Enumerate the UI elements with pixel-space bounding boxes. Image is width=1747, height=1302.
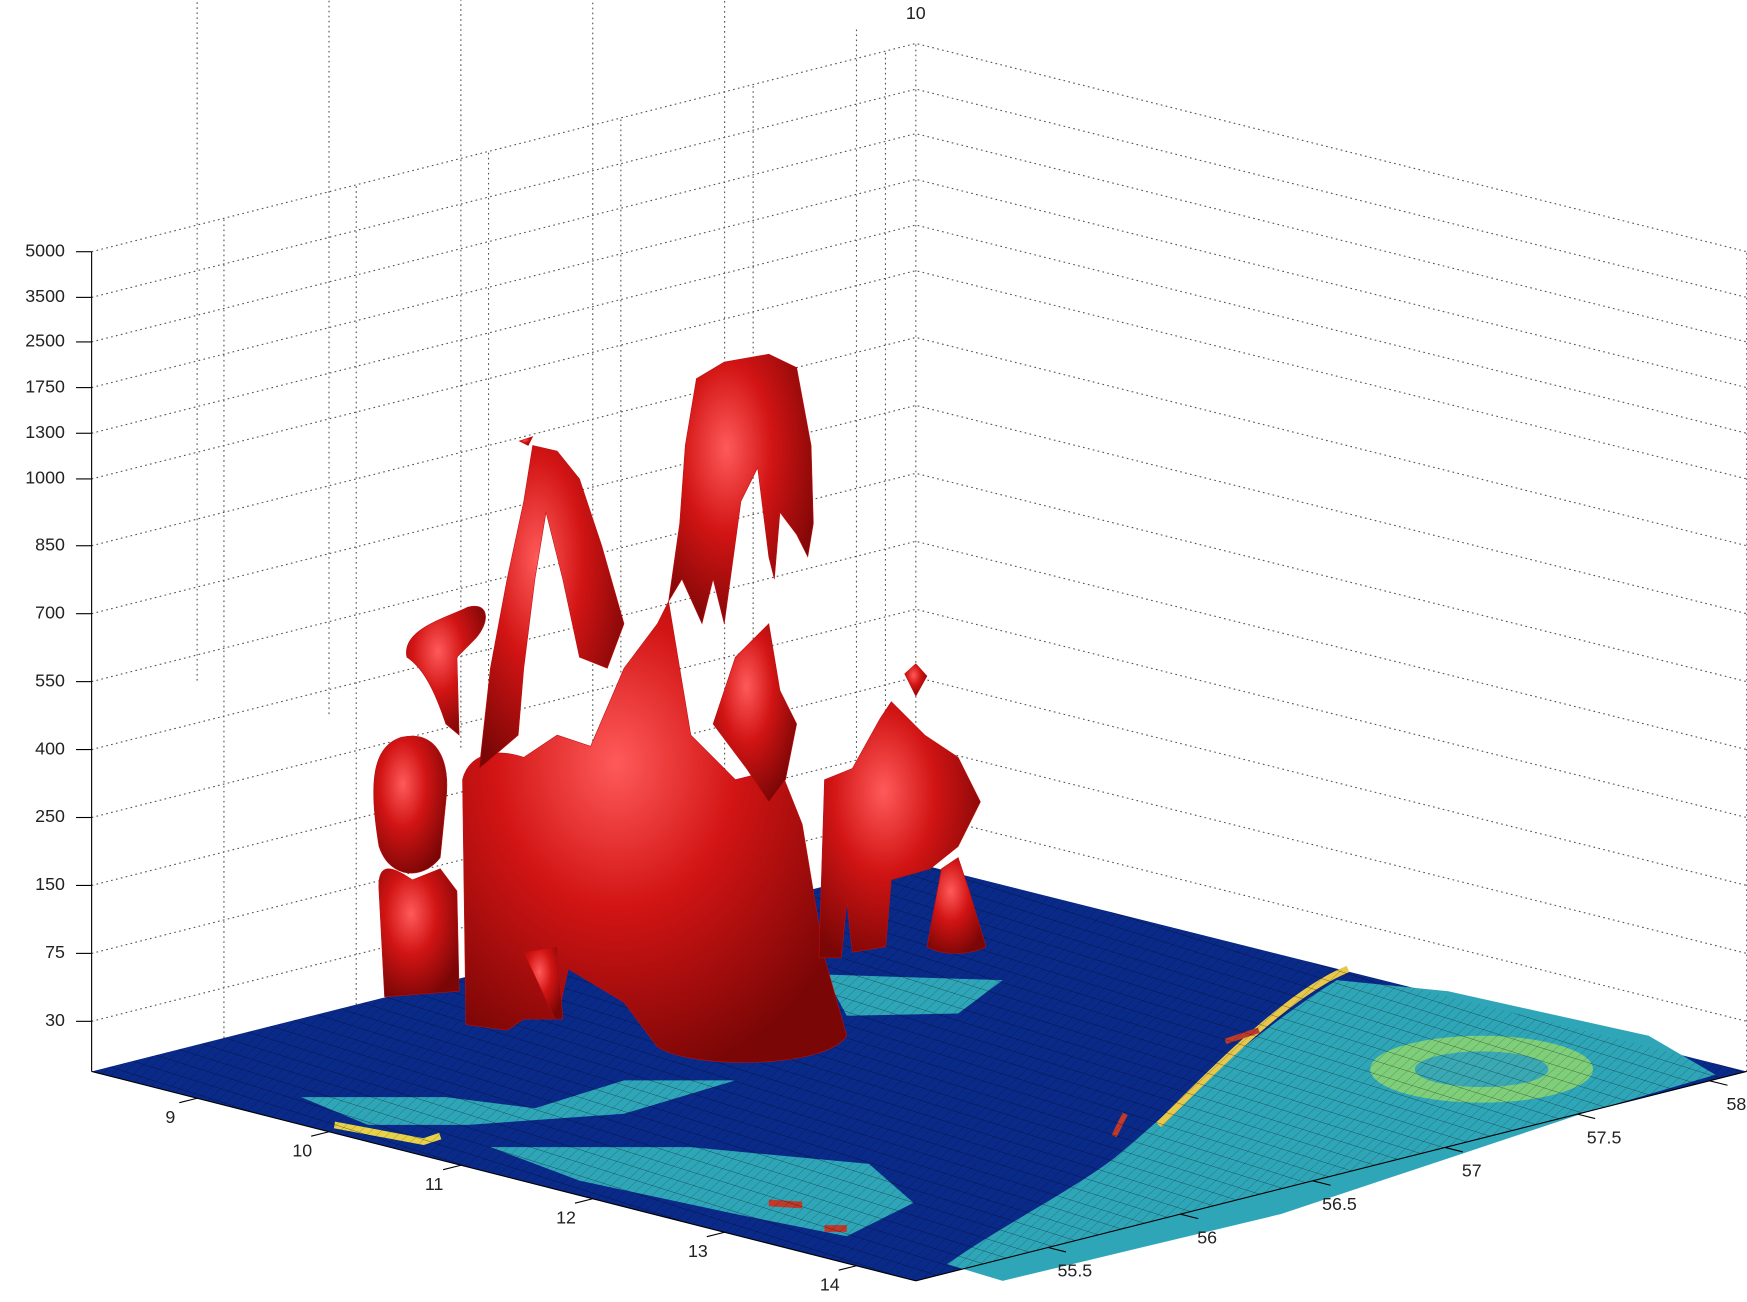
isosurface-blob <box>374 736 447 873</box>
z-top-label: 10 <box>906 3 926 23</box>
grid-line <box>92 43 1747 251</box>
y-tick-label: 56 <box>1197 1227 1217 1247</box>
floor-surface <box>92 863 1747 1281</box>
grid-line <box>92 473 1747 681</box>
z-tick-label: 850 <box>35 534 65 554</box>
y-tick-label: 56.5 <box>1322 1194 1357 1214</box>
z-tick-label: 2500 <box>25 331 65 351</box>
z-tick-label: 1000 <box>25 468 65 488</box>
z-tick-label: 150 <box>35 874 65 894</box>
z-tick-label: 400 <box>35 738 65 758</box>
y-tick <box>1710 1081 1728 1085</box>
grid-line <box>92 134 1747 342</box>
floor-mesh <box>92 863 1747 1281</box>
x-tick-label: 11 <box>425 1174 444 1194</box>
grid-line <box>92 225 1747 433</box>
isosurface-blob <box>406 606 485 735</box>
x-tick <box>575 1199 593 1203</box>
page: 30 75 150 250 400 550 700 850 1000 1300 1750 2500 35… <box>0 0 1747 1302</box>
z-tick-label: 30 <box>45 1010 65 1030</box>
x-tick-label: 9 <box>165 1107 175 1127</box>
x-tick-label: 12 <box>556 1208 576 1228</box>
y-tick-label: 55.5 <box>1058 1261 1093 1281</box>
grid-line <box>92 89 1747 297</box>
x-tick-label: 14 <box>820 1275 840 1295</box>
isosurface-blob <box>905 664 927 696</box>
x-tick <box>311 1132 329 1136</box>
x-tick <box>839 1266 857 1270</box>
y-tick-label: 58 <box>1726 1094 1746 1114</box>
y-tick-label: 57 <box>1462 1161 1482 1181</box>
z-tick-label: 75 <box>45 942 65 962</box>
isosurface-blob <box>519 437 532 446</box>
isosurface-blob <box>379 869 459 997</box>
x-tick <box>443 1165 461 1169</box>
y-tick-label: 57.5 <box>1587 1127 1622 1147</box>
figure: 30 75 150 250 400 550 700 850 1000 1300 1750 2500 35… <box>0 0 1747 1302</box>
grid-line <box>92 541 1747 749</box>
z-tick-label: 1300 <box>25 422 65 442</box>
z-tick-label: 3500 <box>25 286 65 306</box>
z-tick-label: 1750 <box>25 376 65 396</box>
x-tick <box>707 1232 725 1236</box>
z-tick-label: 550 <box>35 670 65 690</box>
z-tick-label: 5000 <box>25 240 65 260</box>
x-tick <box>179 1098 197 1102</box>
y-tick <box>1577 1114 1595 1118</box>
z-tick-label: 250 <box>35 806 65 826</box>
grid-line <box>92 271 1747 479</box>
x-tick-label: 13 <box>688 1241 708 1261</box>
z-tick-label: 700 <box>35 602 65 622</box>
grid-line <box>92 179 1747 387</box>
x-tick-label: 10 <box>292 1141 312 1161</box>
grid-line <box>92 405 1747 613</box>
grid-line <box>92 337 1747 545</box>
